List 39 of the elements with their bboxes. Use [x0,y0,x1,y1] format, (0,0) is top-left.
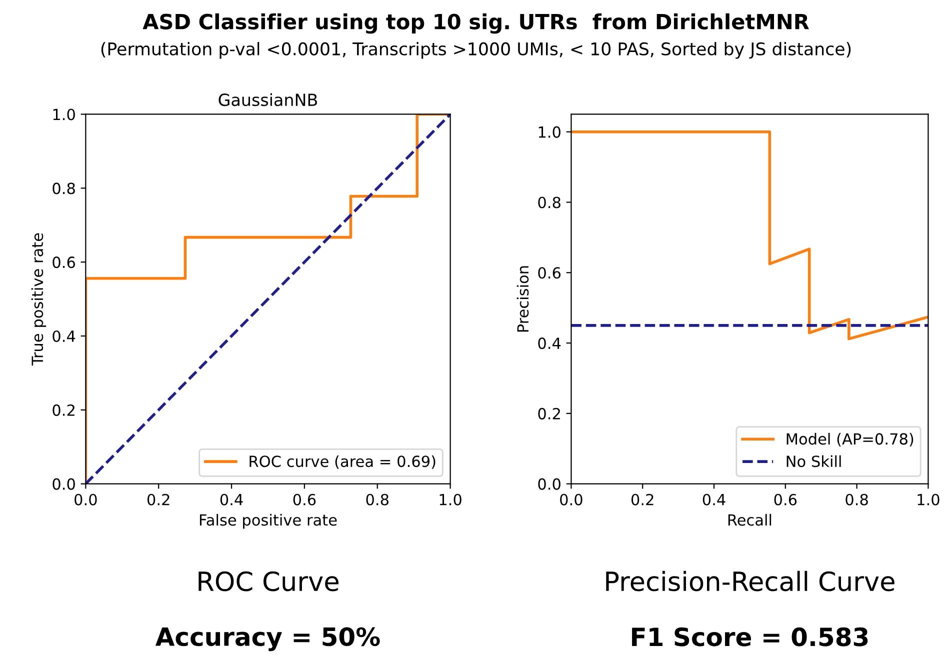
x-tick-label: 1.0 [918,494,940,506]
y-axis-title: Precision [516,266,529,332]
legend-label: ROC curve (area = 0.69) [250,455,436,469]
text: ASD Classifier using top 10 sig. UTRs from DirichletMNR [142,13,809,34]
x-tick-label: 0.6 [293,494,316,506]
y-axis-title: True positive rate [31,233,46,366]
y-tick-label: 0.8 [52,182,75,194]
chart-title: GaussianNB [218,93,317,106]
line-series [571,130,928,340]
text: (Permutation p-val <0.0001, Transcripts >1000 UMIs, < 10 PAS, Sorted by JS distance) [101,42,851,59]
y-tick-label: 0.2 [52,404,74,416]
x-tick-label: 0.6 [774,494,797,506]
x-tick-label: 0.2 [147,494,170,506]
legend-label: No Skill [786,455,841,468]
y-tick-label: 0.0 [538,478,560,490]
x-tick-label: 0.4 [702,494,726,506]
x-axis-title: Recall [728,514,772,526]
x-tick-label: 0.0 [560,494,582,506]
x-tick-label: 0.2 [631,494,654,506]
y-tick-label: 0.6 [538,267,561,279]
text: ROC Curve [198,571,338,592]
y-tick-label: 1.0 [53,108,75,120]
x-tick-label: 1.0 [440,494,462,506]
y-tick-label: 0.2 [538,408,560,420]
text: Precision-Recall Curve [606,570,894,592]
x-tick-label: 0.8 [366,494,388,506]
y-tick-label: 0.4 [538,338,561,350]
x-tick-label: 0.0 [74,494,97,506]
x-tick-label: 0.8 [846,494,868,506]
y-tick-label: 0.4 [52,330,76,342]
x-axis-title: False positive rate [200,514,337,529]
legend-label: Model (AP=0.78) [786,432,914,447]
x-tick-label: 0.4 [220,494,243,506]
y-tick-label: 0.6 [52,256,75,268]
y-tick-label: 0.0 [52,478,75,490]
text: Accuracy = 50% [155,627,380,652]
y-tick-label: 0.8 [538,196,560,208]
text: F1 Score = 0.583 [632,627,868,646]
y-tick-label: 1.0 [538,126,560,138]
